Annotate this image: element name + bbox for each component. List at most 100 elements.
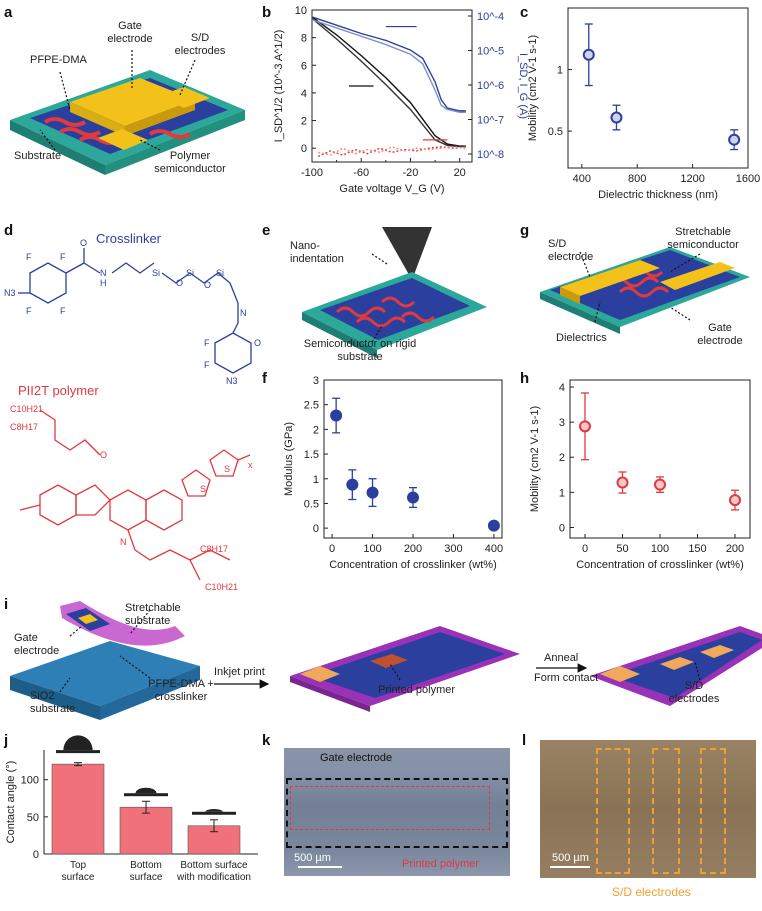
x-axis-label: Concentration of crosslinker (wt%) [329, 559, 497, 571]
svg-text:N: N [120, 537, 127, 547]
svg-text:H: H [100, 278, 107, 288]
sd-electrode-bottom [98, 129, 148, 150]
svg-text:Si: Si [216, 268, 224, 278]
x-tick-label: 1600 [736, 173, 760, 185]
y-axis-label: Mobility (cm2 V-1 s-1) [527, 35, 539, 141]
mobility-vs-thickness-chart: 400 800 1200 1600 0.5 1 Dielectric thickness (… [527, 7, 760, 201]
svg-text:Si: Si [152, 268, 160, 278]
svg-text:O: O [204, 280, 211, 290]
x-tick-label: 100 [363, 543, 381, 555]
x-tick-label: -60 [353, 167, 369, 179]
gate-electrode-outline [286, 778, 508, 848]
panel-letter-b: b [262, 4, 272, 21]
pii2t-title: PII2T polymer [18, 383, 99, 398]
data-point [729, 494, 741, 507]
category-label: with modification [176, 872, 251, 883]
micrograph-l [540, 740, 756, 878]
x-tick-label: 400 [485, 543, 503, 555]
x-axis-label: Gate voltage V_G (V) [339, 183, 444, 195]
category-label: Bottom [130, 860, 162, 871]
inkjet-print-label: Inkjet print [214, 666, 265, 678]
data-point [407, 491, 419, 504]
pii2t-structure: C10H21 C8H17 O N S S x C8H17 C10H21 [10, 404, 253, 592]
y-right-tick-label: 10^-7 [477, 115, 504, 127]
printed-polymer-outline [290, 786, 490, 830]
data-point [582, 48, 595, 61]
category-label: Bottom surface [180, 860, 248, 871]
data-point [616, 476, 629, 489]
sd-electrode-label: S/D electrode [548, 238, 594, 263]
svg-text:x: x [248, 460, 253, 470]
data-point [610, 111, 623, 124]
gate-electrode-label: Gate electrode [107, 20, 153, 45]
x-tick-label: 200 [404, 543, 422, 555]
category-label: surface [62, 872, 95, 883]
nanoindentation-label: Nano-indentation [290, 240, 344, 265]
dielectrics-label: Dielectrics [556, 332, 607, 344]
y-tick-label: 8 [301, 33, 307, 45]
series-line [311, 19, 466, 113]
category-label: surface [130, 872, 163, 883]
sd-electrode-outline-2 [652, 748, 680, 874]
y-tick-label: 0 [313, 523, 319, 535]
sio2-label: SiO2 substrate [30, 690, 76, 715]
svg-text:N: N [100, 268, 107, 278]
data-point [728, 133, 741, 146]
droplet [135, 787, 157, 794]
y-axis-label: Contact angle (°) [5, 761, 17, 844]
bar [51, 763, 105, 855]
gate-electrode-block [70, 78, 195, 126]
device-printed [290, 626, 520, 712]
semiconductor-label: Semiconductor on rigid substrate [303, 338, 417, 363]
series-line [311, 16, 466, 147]
y-tick-label: 2 [301, 116, 307, 128]
x-tick-label: 50 [616, 543, 628, 555]
polymer-semiconductor-label: Polymer semiconductor [154, 150, 226, 175]
svg-text:Si: Si [186, 268, 194, 278]
sio2-substrate [10, 641, 200, 706]
pfpe-crosslinker-label: PFPE-DMA + crosslinker [148, 678, 214, 703]
x-tick-label: -100 [301, 167, 323, 179]
y-tick-label: 1 [313, 474, 319, 486]
panel-letter-f: f [262, 370, 267, 387]
y-right-axis-label: I_SD, I_G (A) [517, 53, 529, 119]
form-contact-label: Form contact [534, 672, 599, 684]
y-tick-label: 0 [33, 849, 39, 861]
scale-l-label: 500 µm [552, 852, 589, 864]
y-tick-label: 2.5 [304, 400, 319, 412]
process-flow [10, 601, 762, 720]
printed-polymer-k-label: Printed polymer [402, 858, 480, 870]
dielectric-layer [550, 250, 740, 320]
y-tick-label: 0 [559, 522, 565, 534]
micrograph-k [284, 748, 510, 876]
y-tick-label: 1 [559, 487, 565, 499]
x-tick-label: 0 [582, 543, 588, 555]
y-tick-label: 6 [301, 60, 307, 72]
device-schematic [10, 50, 245, 175]
x-tick-label: 200 [726, 543, 744, 555]
data-point [366, 486, 379, 499]
y-tick-label: 3 [559, 417, 565, 429]
plot-frame [311, 9, 473, 163]
stretchable-substrate-label: Stretchable substrate [125, 602, 181, 627]
y-tick-label: 4 [301, 88, 307, 100]
panel-letter-h: h [520, 370, 530, 387]
sd-electrodes-label: S/D electrodes [174, 32, 226, 57]
y-tick-label: 10 [295, 5, 307, 17]
y-left-axis-label: I_SD^1/2 (10^-3 A^1/2) [273, 30, 285, 143]
y-tick-label: 100 [21, 775, 39, 787]
series-line [318, 146, 466, 156]
svg-text:O: O [100, 450, 107, 460]
droplet [63, 735, 93, 751]
y-tick-label: 2 [313, 424, 319, 436]
y-right-tick-label: 10^-4 [477, 11, 504, 23]
y-tick-label: 1 [557, 65, 563, 77]
droplet-surface [56, 750, 100, 754]
svg-text:S: S [224, 464, 230, 474]
panel-letter-i: i [4, 596, 9, 613]
panel-letter-d: d [4, 222, 14, 239]
transfer-curve-chart: -100 -60 -20 20 0 2 4 6 8 10 10^-8 10^-7 10^-6 10^-5 1… [273, 5, 529, 195]
svg-text:O: O [80, 238, 87, 248]
stretchable-device-schematic [540, 247, 750, 334]
